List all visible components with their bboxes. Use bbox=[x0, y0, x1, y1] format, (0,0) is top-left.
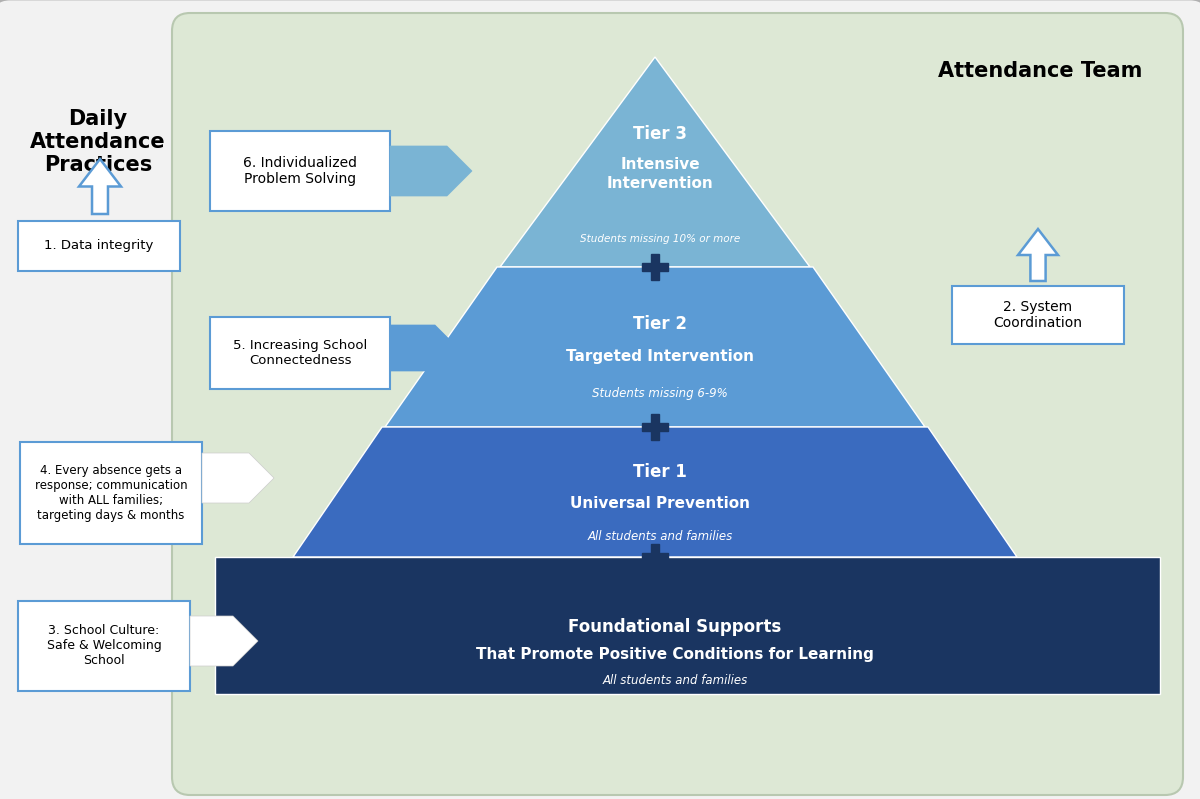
Text: Tier 2: Tier 2 bbox=[634, 315, 686, 333]
Text: Attendance Team: Attendance Team bbox=[938, 61, 1142, 81]
FancyBboxPatch shape bbox=[952, 286, 1124, 344]
Text: 3. School Culture:
Safe & Welcoming
School: 3. School Culture: Safe & Welcoming Scho… bbox=[47, 625, 161, 667]
Polygon shape bbox=[385, 267, 925, 427]
Text: Students missing 10% or more: Students missing 10% or more bbox=[580, 234, 740, 244]
Polygon shape bbox=[500, 57, 810, 267]
Bar bbox=[650, 544, 659, 570]
Polygon shape bbox=[293, 427, 1018, 557]
Text: Foundational Supports: Foundational Supports bbox=[569, 618, 781, 636]
Text: Tier 1: Tier 1 bbox=[634, 463, 686, 481]
Text: Targeted Intervention: Targeted Intervention bbox=[566, 349, 754, 364]
Bar bbox=[642, 553, 668, 561]
Bar bbox=[650, 254, 659, 280]
FancyBboxPatch shape bbox=[18, 601, 190, 691]
Polygon shape bbox=[390, 325, 458, 371]
FancyBboxPatch shape bbox=[210, 131, 390, 211]
FancyBboxPatch shape bbox=[215, 557, 1160, 694]
Text: That Promote Positive Conditions for Learning: That Promote Positive Conditions for Lea… bbox=[476, 647, 874, 662]
Polygon shape bbox=[1018, 229, 1058, 281]
Text: All students and families: All students and families bbox=[587, 530, 733, 543]
Polygon shape bbox=[190, 616, 258, 666]
Bar bbox=[642, 423, 668, 431]
Text: 1. Data integrity: 1. Data integrity bbox=[44, 240, 154, 252]
Text: Daily
Attendance
Practices: Daily Attendance Practices bbox=[30, 109, 166, 176]
Text: All students and families: All students and families bbox=[602, 674, 748, 687]
Polygon shape bbox=[390, 146, 472, 196]
Text: 6. Individualized
Problem Solving: 6. Individualized Problem Solving bbox=[242, 156, 358, 186]
Text: Universal Prevention: Universal Prevention bbox=[570, 496, 750, 511]
Polygon shape bbox=[202, 453, 274, 503]
FancyBboxPatch shape bbox=[210, 317, 390, 389]
Text: Tier 3: Tier 3 bbox=[634, 125, 686, 143]
Bar bbox=[650, 414, 659, 440]
Text: 2. System
Coordination: 2. System Coordination bbox=[994, 300, 1082, 330]
Text: 5. Increasing School
Connectedness: 5. Increasing School Connectedness bbox=[233, 339, 367, 367]
FancyBboxPatch shape bbox=[18, 221, 180, 271]
Text: 4. Every absence gets a
response; communication
with ALL families;
targeting day: 4. Every absence gets a response; commun… bbox=[35, 464, 187, 522]
FancyBboxPatch shape bbox=[20, 442, 202, 544]
Bar bbox=[642, 263, 668, 271]
Text: Students missing 6-9%: Students missing 6-9% bbox=[592, 388, 728, 400]
Polygon shape bbox=[79, 159, 121, 214]
FancyBboxPatch shape bbox=[172, 13, 1183, 795]
Text: Intensive
Intervention: Intensive Intervention bbox=[607, 157, 713, 191]
